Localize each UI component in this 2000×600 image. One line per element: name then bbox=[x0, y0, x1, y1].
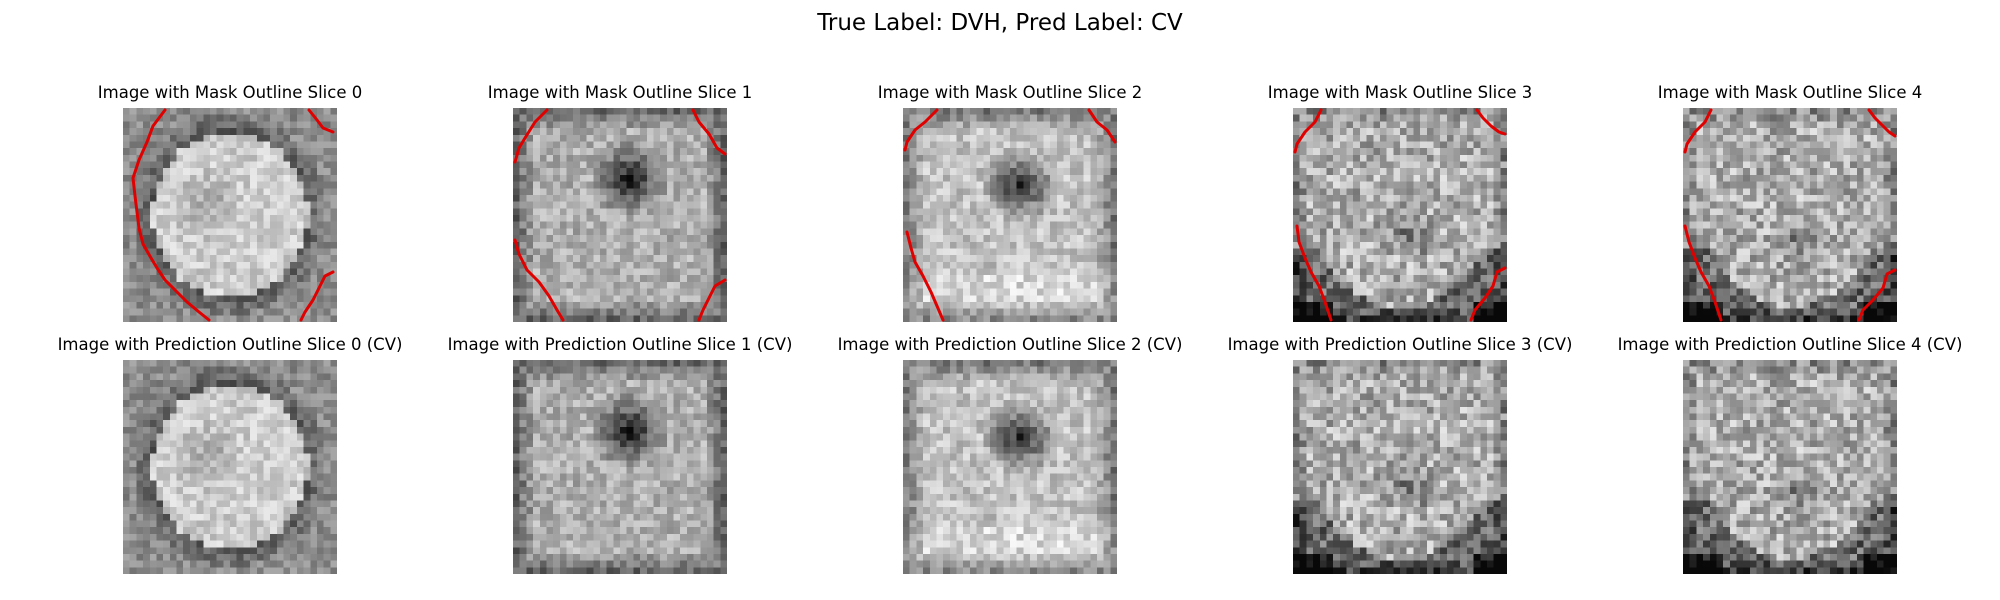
mask-outline bbox=[513, 108, 727, 322]
panel-title: Image with Prediction Outline Slice 2 (C… bbox=[837, 335, 1183, 354]
panel-title: Image with Prediction Outline Slice 0 (C… bbox=[57, 335, 403, 354]
mask-outline bbox=[131, 108, 335, 322]
panel-title: Image with Mask Outline Slice 4 bbox=[1657, 83, 1923, 102]
mri-slice-image bbox=[123, 360, 337, 574]
mri-slice-image bbox=[1683, 108, 1897, 322]
mri-slice-image bbox=[903, 360, 1117, 574]
mri-slice-image bbox=[1293, 360, 1507, 574]
mri-slice-image bbox=[903, 108, 1117, 322]
panel-title: Image with Mask Outline Slice 3 bbox=[1267, 83, 1533, 102]
panel-title: Image with Mask Outline Slice 0 bbox=[97, 83, 363, 102]
panel-title: Image with Prediction Outline Slice 4 (C… bbox=[1617, 335, 1963, 354]
figure-title: True Label: DVH, Pred Label: CV bbox=[817, 10, 1183, 36]
panel-title: Image with Prediction Outline Slice 3 (C… bbox=[1227, 335, 1573, 354]
panel-title: Image with Mask Outline Slice 1 bbox=[487, 83, 753, 102]
mask-outline bbox=[1293, 108, 1507, 322]
mri-slice-image bbox=[513, 108, 727, 322]
mri-slice-image bbox=[513, 360, 727, 574]
mri-slice-image bbox=[1293, 108, 1507, 322]
mask-outline bbox=[903, 108, 1117, 322]
panel-title: Image with Prediction Outline Slice 1 (C… bbox=[447, 335, 793, 354]
mri-slice-image bbox=[123, 108, 337, 322]
mask-outline bbox=[1683, 108, 1897, 322]
mri-slice-image bbox=[1683, 360, 1897, 574]
panel-title: Image with Mask Outline Slice 2 bbox=[877, 83, 1143, 102]
